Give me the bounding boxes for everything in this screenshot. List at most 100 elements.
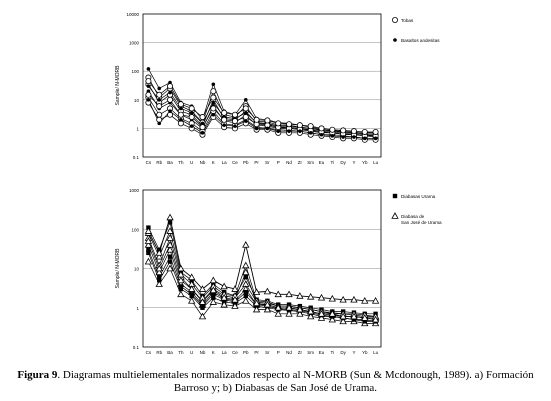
data-point (209, 286, 217, 293)
data-point (361, 128, 368, 135)
caption-text-line1: . Diagramas multielementales normalizado… (57, 369, 534, 381)
data-point (340, 127, 347, 134)
data-point (329, 126, 336, 133)
data-point (177, 111, 184, 118)
data-point (352, 135, 356, 139)
data-point (328, 294, 336, 302)
data-point (243, 275, 248, 280)
data-point (242, 261, 250, 269)
data-point (308, 131, 313, 135)
data-point (274, 303, 282, 311)
x-tick-label: Sr (265, 350, 270, 355)
data-point (328, 310, 336, 317)
series-line (148, 240, 376, 320)
data-point (361, 314, 369, 321)
series-line (148, 94, 376, 137)
data-point (372, 128, 379, 135)
data-point (231, 285, 239, 292)
x-tick-label: Rb (156, 350, 162, 355)
x-tick-label: U (190, 350, 193, 355)
x-tick-label: Nd (286, 350, 292, 355)
data-point (361, 297, 369, 304)
x-tick-label: Nb (200, 350, 206, 355)
data-point (156, 103, 163, 110)
y-tick-label: 100 (131, 227, 139, 232)
data-point (220, 293, 228, 301)
x-tick-label: Th (178, 160, 184, 165)
y-tick-label: 0.1 (133, 155, 140, 160)
data-point (275, 120, 282, 127)
data-point (222, 123, 226, 127)
data-point (243, 119, 248, 123)
data-point (339, 312, 347, 320)
data-point (318, 125, 325, 132)
y-tick-label: 100 (131, 69, 139, 74)
x-tick-label: La (222, 350, 228, 355)
data-point (157, 275, 162, 280)
data-point (167, 259, 173, 264)
plot-frame (142, 189, 382, 348)
data-point (285, 290, 293, 298)
x-tick-label: Yb (362, 160, 368, 165)
data-point (210, 105, 217, 112)
data-point (242, 114, 249, 121)
data-point (166, 264, 174, 272)
x-tick-label: Th (178, 350, 184, 355)
x-tick-label: Eu (319, 160, 325, 165)
data-point (264, 117, 271, 124)
data-point (200, 131, 205, 135)
data-point (157, 98, 162, 102)
data-point (253, 116, 260, 123)
data-point (179, 117, 183, 122)
legend-label: Tobas (401, 18, 414, 23)
y-tick-label: 1000 (129, 188, 140, 193)
data-point (252, 305, 261, 313)
data-point (285, 303, 293, 311)
series-line (148, 221, 376, 315)
data-point (146, 84, 151, 88)
x-tick-label: Ba (167, 160, 173, 165)
data-point (263, 305, 272, 313)
data-point (341, 135, 345, 139)
data-point (155, 264, 163, 272)
data-point (243, 293, 248, 299)
data-point (177, 290, 185, 298)
data-point (263, 287, 272, 295)
data-point (179, 106, 183, 111)
data-point (231, 118, 238, 125)
chart-b: 1000 100 10 1 0.1 Sample/ N-MORB Cs Rb Ba Th U Nb K L… (115, 188, 442, 355)
series-line (148, 80, 376, 133)
y-tick-label: 10000 (126, 12, 139, 17)
data-point (285, 310, 293, 317)
data-point (339, 317, 347, 325)
series-line (148, 85, 376, 135)
series-line (148, 244, 376, 319)
x-tick-label: Eu (319, 350, 325, 355)
series-line (148, 68, 376, 134)
data-point (220, 282, 228, 290)
legend-marker (391, 16, 398, 23)
x-tick-label: Cs (146, 160, 152, 165)
data-point (242, 105, 249, 112)
data-point (155, 268, 163, 276)
data-point (211, 82, 216, 87)
x-tick-label: K (212, 350, 215, 355)
data-point (296, 292, 304, 299)
x-tick-label: Rb (156, 160, 162, 165)
data-point (200, 303, 205, 309)
x-tick-label: Dy (340, 160, 346, 165)
series-line (148, 261, 376, 324)
data-point (144, 237, 153, 244)
data-point (209, 276, 217, 284)
x-tick-label: P (277, 350, 280, 355)
data-point (166, 234, 174, 241)
data-point (144, 241, 153, 248)
caption-label: Figura 9 (17, 369, 58, 381)
x-tick-label: Zr (298, 350, 303, 355)
data-point (350, 128, 357, 135)
data-point (168, 109, 172, 113)
data-point (168, 90, 172, 95)
legend-label: Diabasa de (401, 214, 425, 219)
data-point (274, 290, 282, 298)
data-point (220, 300, 228, 308)
